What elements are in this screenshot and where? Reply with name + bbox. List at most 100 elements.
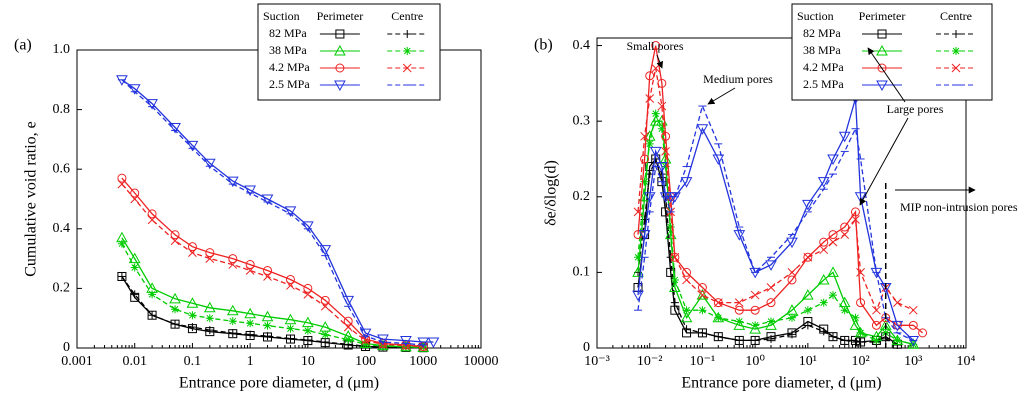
marker [645,94,655,103]
x-tick-label: 10⁻³ [584,354,610,369]
marker [828,237,838,247]
annotation-arrow [656,54,664,69]
legend-marker [334,44,346,56]
x-tick-label: 10² [851,354,869,369]
marker [417,337,430,349]
y-tick-label: 0.6 [53,161,71,176]
legend-label: 2.5 MPa [269,77,310,91]
marker [871,320,881,330]
marker [633,207,643,217]
x-axis-label: Entrance pore diameter, d (μm) [681,375,881,392]
marker [284,313,297,325]
marker [803,252,813,262]
x-axis-label: Entrance pore diameter, d (μm) [179,375,379,392]
marker [661,147,670,156]
marker [651,41,661,51]
legend-marker [951,63,961,73]
marker [713,298,723,307]
marker [171,305,180,314]
marker [829,291,838,300]
marker [661,162,670,171]
marker [712,154,725,166]
marker [286,324,295,333]
marker [130,263,139,272]
marker [205,254,215,263]
legend-marker [877,63,887,73]
marker [203,301,216,313]
legend-marker [952,30,960,38]
marker [245,260,255,270]
marker [228,254,238,264]
x-tick-label: 10⁰ [745,354,765,369]
marker [284,206,297,217]
marker [632,290,644,302]
marker [303,283,313,293]
y-tick-label: 0.2 [573,189,591,204]
plot-frame [596,37,967,349]
y-tick-label: 0 [63,340,70,355]
legend-label: 82 MPa [269,26,307,40]
legend-header: Perimeter [317,9,364,23]
marker [640,131,649,141]
marker [840,306,849,315]
marker [261,194,274,206]
marker [246,319,255,328]
marker [169,122,181,134]
marker [872,305,881,315]
marker [263,332,272,341]
marker [401,342,410,351]
marker [377,334,389,346]
marker [148,290,157,299]
marker [696,289,709,300]
marker [819,237,829,247]
marker [827,154,839,166]
annotation-arrow [859,117,909,206]
marker [766,298,776,308]
marker [840,336,849,345]
marker [670,252,680,262]
marker [128,84,141,95]
marker [714,313,723,322]
marker [749,323,761,334]
marker [698,290,707,300]
marker [286,334,295,343]
annotation-arrow [867,47,906,103]
marker [244,185,256,197]
marker [117,173,127,183]
y-tick-label: 0.4 [53,221,71,236]
legend-label: 82 MPa [803,26,841,40]
marker [765,319,777,330]
marker [303,290,313,299]
marker [321,330,330,339]
marker [186,140,199,152]
marker [829,332,838,341]
legend-label: 38 MPa [269,43,307,57]
marker [733,230,746,241]
legend-marker [403,30,412,38]
marker [697,283,707,293]
marker [228,329,237,338]
marker [361,340,370,349]
marker [640,154,650,164]
marker [427,337,440,349]
y-tick-label: 0.8 [53,102,71,117]
marker [321,338,330,347]
marker [698,328,707,337]
marker [400,336,412,347]
marker [188,248,197,257]
marker [228,317,237,326]
marker [734,305,744,315]
legend-marker [876,80,888,92]
y-tick-label: 0.2 [53,281,71,296]
marker [714,332,723,341]
marker [359,328,372,340]
legend-marker [876,44,888,56]
x-tick-label: 0.1 [184,354,202,369]
marker [186,297,199,308]
marker [838,131,851,143]
marker [651,109,660,118]
marker [682,306,691,315]
legend-header: Suction [263,9,300,23]
series-line [637,68,914,312]
marker [851,313,860,322]
